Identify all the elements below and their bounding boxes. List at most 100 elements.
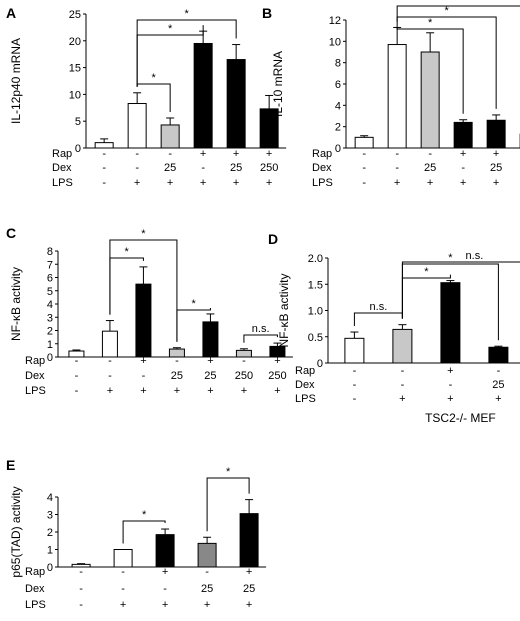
significance-label: *: [185, 8, 190, 20]
panel-a: A 0 5 10 15 20 25 IL-12p40 mRNA Rap - - - + + + Dex - - 25…: [6, 5, 287, 189]
significance-bracket: [206, 477, 250, 532]
y-tick-label: 3: [47, 510, 53, 522]
row-value: -: [362, 177, 366, 189]
significance-label: *: [448, 252, 453, 264]
y-tick-label: 0: [317, 358, 323, 370]
y-tick-label: 0: [47, 352, 53, 364]
bar: [202, 321, 219, 358]
y-tick-label: 2: [47, 527, 53, 539]
y-tick-label: 6: [335, 79, 341, 91]
y-tick-label: 0.5: [308, 332, 323, 344]
row-value: -: [79, 566, 83, 578]
row-value: +: [233, 148, 239, 160]
row-value: -: [79, 583, 83, 595]
row-value: -: [168, 148, 172, 160]
row-value: 250: [260, 162, 278, 174]
y-tick-label: 2.0: [308, 253, 323, 265]
bar: [113, 549, 133, 568]
row-value: -: [79, 599, 83, 611]
row-value: +: [495, 393, 501, 405]
y-axis-label: IL-12p40 mRNA: [9, 38, 23, 124]
bar: [193, 42, 213, 149]
bar: [155, 534, 175, 568]
y-tick-label: 12: [329, 15, 341, 27]
y-tick-label: 1: [47, 339, 53, 351]
significance-label: *: [428, 17, 433, 29]
bar: [127, 103, 147, 149]
bar: [392, 328, 413, 364]
significance-bracket: [396, 16, 497, 109]
row-value: +: [207, 385, 213, 397]
y-tick-label: 1: [47, 545, 53, 557]
panel-label: E: [6, 457, 15, 473]
row-value: +: [134, 177, 140, 189]
bar: [135, 283, 152, 358]
y-axis-label: IL-10 mRNA: [271, 51, 285, 117]
row-value: -: [205, 566, 209, 578]
y-tick-label: 0: [47, 562, 53, 574]
significance-bracket: [353, 312, 403, 327]
significance-label: *: [445, 5, 450, 17]
row-value: +: [274, 385, 280, 397]
row-value: -: [353, 393, 357, 405]
panel-label: C: [6, 225, 16, 241]
row-value: -: [401, 379, 405, 391]
row-value: -: [75, 385, 79, 397]
y-tick-label: 8: [47, 246, 53, 258]
bar: [420, 51, 440, 149]
row-value: +: [266, 148, 272, 160]
row-value: +: [274, 355, 280, 367]
row-value: 25: [243, 583, 255, 595]
row-value: +: [162, 599, 168, 611]
y-axis-label: NF-κB activity: [277, 273, 291, 347]
row-value: +: [233, 177, 239, 189]
row-label: Dex: [25, 370, 45, 382]
y-tick-label: 6: [47, 273, 53, 285]
row-label: Dex: [25, 583, 45, 595]
bar: [197, 542, 217, 568]
row-value: -: [461, 162, 465, 174]
row-value: -: [135, 148, 139, 160]
row-value: -: [121, 566, 125, 578]
row-value: +: [447, 365, 453, 377]
y-tick-label: 20: [69, 36, 81, 48]
significance-label: *: [142, 509, 147, 521]
row-value: 25: [492, 379, 504, 391]
row-label: Dex: [312, 162, 332, 174]
row-value: -: [353, 365, 357, 377]
row-value: +: [200, 177, 206, 189]
row-value: +: [460, 148, 466, 160]
row-label: Rap: [25, 355, 45, 367]
row-label: Rap: [25, 566, 45, 578]
significance-bracket: [109, 239, 178, 342]
significance-label: *: [152, 72, 157, 84]
y-tick-label: 0: [75, 143, 81, 155]
row-value: 25: [490, 162, 502, 174]
row-value: +: [447, 393, 453, 405]
significance-label: *: [461, 0, 466, 6]
panel-label: B: [262, 5, 272, 21]
row-value: +: [140, 355, 146, 367]
row-value: 250: [235, 370, 253, 382]
row-value: -: [401, 365, 405, 377]
significance-label: *: [226, 466, 231, 478]
panel-e: E 0 1 2 3 4 p65(TAD) activity Rap - - + - + Dex - - - 25 2…: [6, 457, 267, 611]
row-label: Dex: [295, 379, 315, 391]
row-value: -: [175, 355, 179, 367]
y-tick-label: 2: [335, 122, 341, 134]
y-tick-label: 7: [47, 259, 53, 271]
row-value: +: [162, 566, 168, 578]
row-value: -: [428, 148, 432, 160]
row-value: 250: [268, 370, 286, 382]
y-tick-label: 5: [75, 116, 81, 128]
significance-label: *: [141, 228, 146, 240]
row-value: -: [395, 162, 399, 174]
row-value: -: [362, 148, 366, 160]
significance-bracket: [243, 334, 278, 343]
row-value: -: [135, 162, 139, 174]
row-value: +: [394, 177, 400, 189]
significance-bracket: [401, 261, 520, 319]
y-tick-label: 1.0: [308, 306, 323, 318]
